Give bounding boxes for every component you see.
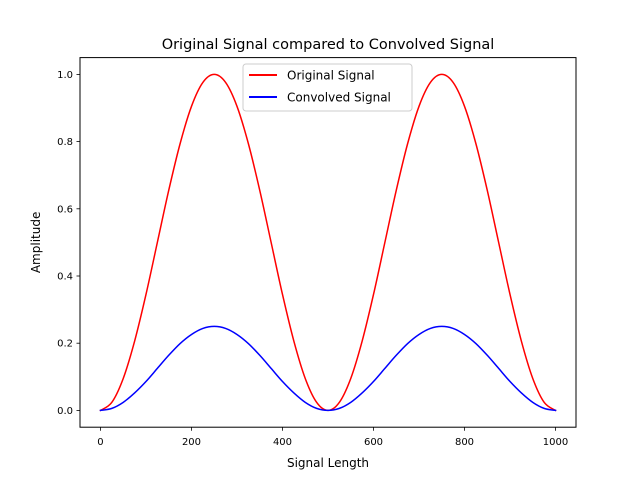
y-tick-label: 0.2 — [57, 339, 73, 350]
y-tick-label: 0.4 — [57, 272, 73, 283]
axes-frame — [79, 57, 577, 428]
legend: Original Signal Convolved Signal — [242, 63, 413, 112]
y-tick-label: 0.6 — [57, 204, 73, 215]
series-line-convolved-signal — [99, 325, 557, 412]
legend-label-original-signal: Original Signal — [287, 69, 375, 83]
x-tick-label: 600 — [364, 437, 383, 448]
x-axis-label: Signal Length — [287, 456, 369, 470]
legend-box — [242, 63, 413, 112]
x-tick-label: 400 — [273, 437, 292, 448]
y-tick-label: 1.0 — [57, 70, 73, 81]
y-axis-ticks: 0.0 0.2 0.4 0.6 0.8 1.0 — [57, 70, 80, 417]
x-axis-ticks: 0 200 400 600 800 1000 — [97, 427, 568, 448]
legend-label-convolved-signal: Convolved Signal — [287, 91, 391, 105]
series-layer — [99, 73, 557, 412]
chart-title: Original Signal compared to Convolved Si… — [162, 37, 495, 53]
y-axis-label: Amplitude — [29, 212, 43, 274]
x-tick-label: 800 — [455, 437, 474, 448]
x-tick-label: 200 — [182, 437, 201, 448]
y-tick-label: 0.8 — [57, 137, 73, 148]
x-tick-label: 1000 — [543, 437, 568, 448]
y-tick-label: 0.0 — [57, 406, 73, 417]
plot-area: 0 200 400 600 800 1000 0.0 0.2 0.4 0.6 0.8 1.0 — [57, 57, 577, 448]
x-tick-label: 0 — [97, 437, 103, 448]
